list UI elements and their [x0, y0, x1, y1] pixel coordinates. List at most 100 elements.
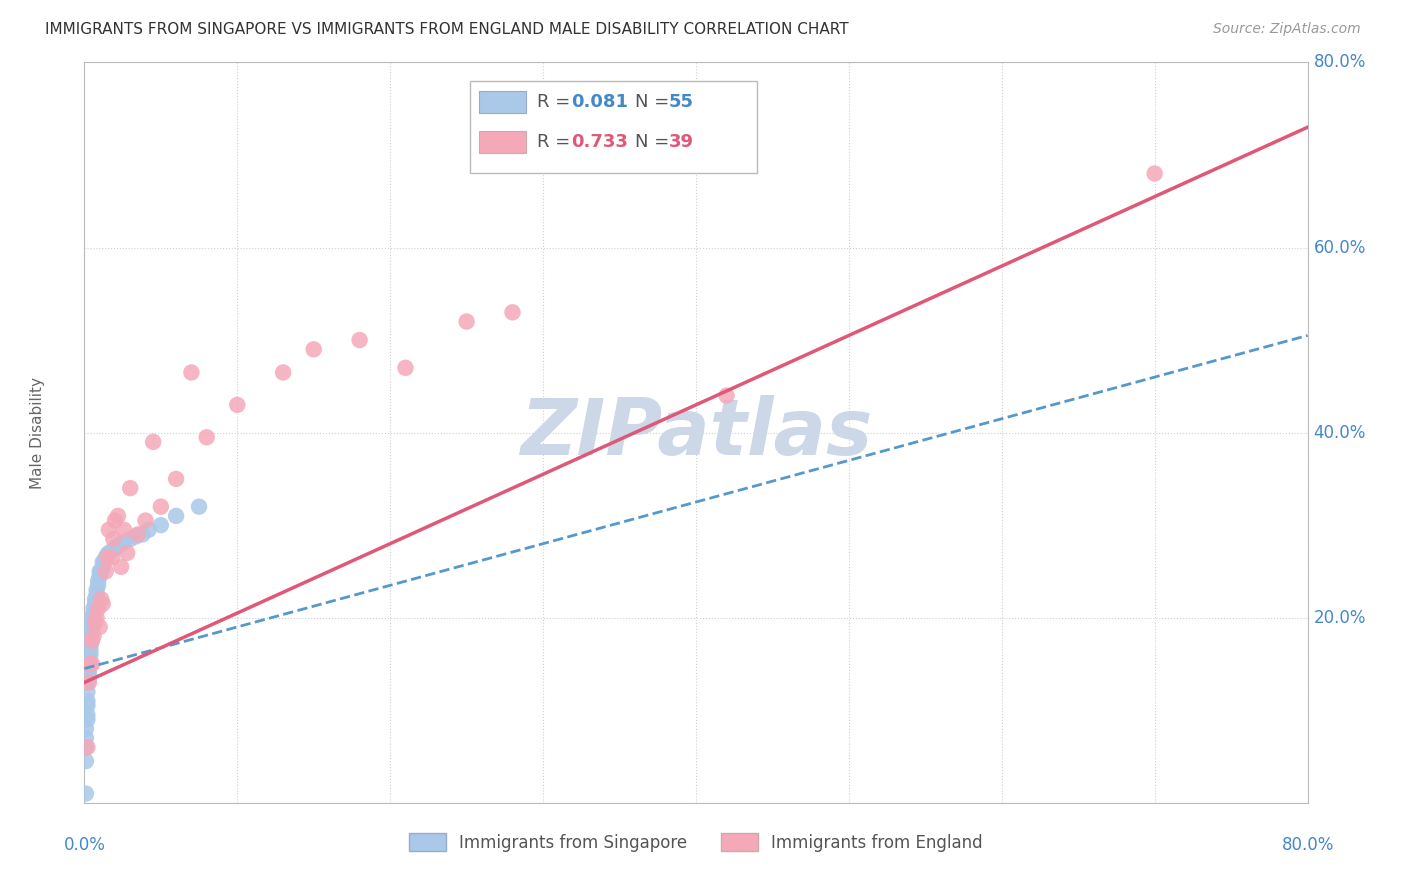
Text: 0.733: 0.733: [571, 133, 628, 151]
Point: [87, 574, 110, 588]
Point: [135, 514, 157, 528]
Point: [76, 740, 98, 755]
Point: [77, 657, 100, 671]
FancyBboxPatch shape: [470, 81, 758, 173]
Point: [84, 592, 107, 607]
Point: [96, 548, 118, 562]
Point: [89, 569, 111, 583]
Point: [79, 629, 101, 643]
Point: [87, 601, 110, 615]
Point: [104, 541, 127, 556]
Point: [83, 629, 105, 643]
Point: [76, 698, 98, 713]
Point: [188, 500, 211, 514]
Text: 55: 55: [669, 93, 695, 111]
Point: [149, 518, 172, 533]
Point: [93, 555, 115, 569]
Text: R =: R =: [537, 133, 576, 151]
Point: [149, 500, 172, 514]
Point: [80, 620, 103, 634]
Point: [76, 685, 98, 699]
Point: [502, 305, 524, 319]
Point: [120, 532, 142, 546]
Point: [76, 713, 98, 727]
Point: [103, 532, 125, 546]
Point: [165, 508, 187, 523]
Text: R =: R =: [537, 93, 576, 111]
Point: [79, 639, 101, 653]
Point: [90, 592, 112, 607]
Text: 80.0%: 80.0%: [1313, 54, 1367, 71]
Point: [79, 657, 101, 671]
Point: [91, 597, 114, 611]
Point: [1143, 166, 1166, 180]
Point: [142, 434, 165, 449]
Point: [75, 740, 97, 755]
Point: [349, 333, 371, 347]
Point: [94, 565, 117, 579]
Point: [104, 514, 127, 528]
Point: [226, 398, 249, 412]
Point: [86, 588, 108, 602]
Point: [107, 539, 129, 553]
Point: [97, 546, 120, 560]
Point: [79, 648, 101, 662]
Point: [75, 731, 97, 745]
Point: [75, 754, 97, 768]
Point: [83, 610, 105, 624]
Point: [127, 527, 149, 541]
Text: 0.081: 0.081: [571, 93, 628, 111]
Point: [110, 536, 132, 550]
Point: [77, 675, 100, 690]
Text: Male Disability: Male Disability: [31, 376, 45, 489]
Point: [79, 633, 101, 648]
Point: [90, 565, 112, 579]
Point: [131, 527, 153, 541]
Point: [115, 546, 138, 560]
Point: [80, 610, 103, 624]
Point: [394, 360, 416, 375]
Point: [94, 550, 117, 565]
Point: [180, 366, 202, 380]
Text: IMMIGRANTS FROM SINGAPORE VS IMMIGRANTS FROM ENGLAND MALE DISABILITY CORRELATION: IMMIGRANTS FROM SINGAPORE VS IMMIGRANTS …: [45, 22, 849, 37]
Legend: Immigrants from Singapore, Immigrants from England: Immigrants from Singapore, Immigrants fr…: [402, 827, 990, 858]
Point: [77, 662, 100, 676]
Text: 60.0%: 60.0%: [1313, 238, 1367, 257]
Point: [77, 666, 100, 681]
Point: [101, 550, 124, 565]
Point: [83, 601, 105, 615]
Point: [101, 544, 124, 558]
FancyBboxPatch shape: [479, 91, 526, 112]
Point: [80, 624, 103, 639]
Point: [110, 559, 132, 574]
Point: [79, 643, 101, 657]
Point: [77, 671, 100, 685]
Point: [96, 550, 118, 565]
Point: [84, 615, 107, 630]
Point: [716, 388, 738, 402]
Point: [87, 578, 110, 592]
Text: ZIPatlas: ZIPatlas: [520, 394, 872, 471]
Point: [138, 523, 160, 537]
Point: [80, 657, 103, 671]
Text: N =: N =: [636, 133, 675, 151]
Point: [80, 633, 103, 648]
Text: 20.0%: 20.0%: [1313, 608, 1367, 627]
FancyBboxPatch shape: [479, 130, 526, 153]
Point: [76, 675, 98, 690]
Point: [75, 722, 97, 736]
Point: [107, 508, 129, 523]
Point: [91, 559, 114, 574]
Point: [89, 620, 111, 634]
Point: [89, 565, 111, 579]
Text: Source: ZipAtlas.com: Source: ZipAtlas.com: [1213, 22, 1361, 37]
Point: [91, 555, 114, 569]
Point: [76, 707, 98, 722]
Point: [83, 606, 105, 620]
Point: [112, 523, 135, 537]
Point: [75, 787, 97, 801]
Text: 0.0%: 0.0%: [63, 836, 105, 855]
Text: 39: 39: [669, 133, 695, 151]
Point: [84, 597, 107, 611]
Point: [302, 343, 325, 357]
